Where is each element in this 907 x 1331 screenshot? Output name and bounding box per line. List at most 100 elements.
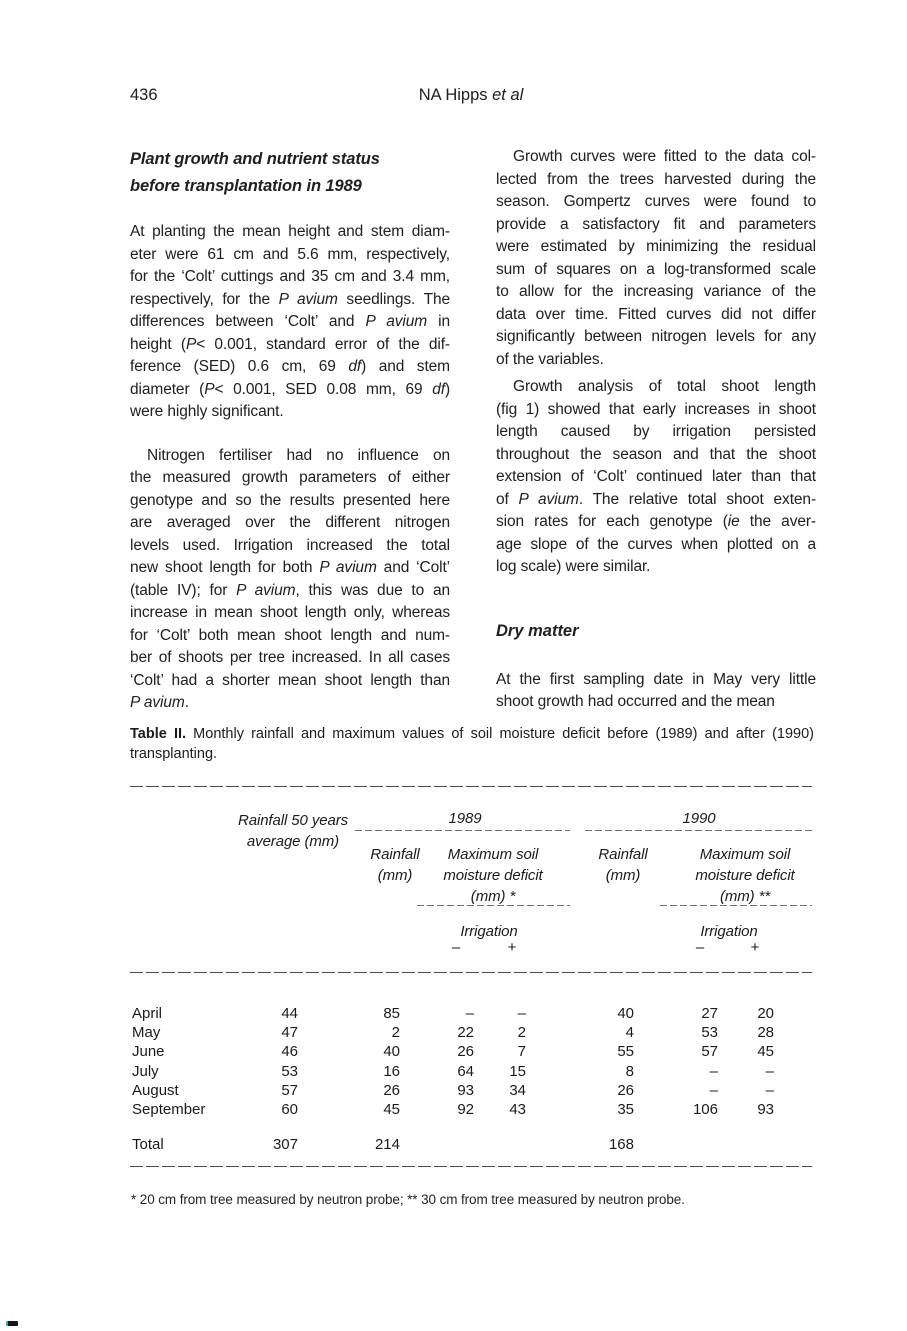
table-cell-value: 26 [383,1081,400,1099]
text-line: moisture deficit [443,867,543,884]
table-rule-under-msmd-1989 [417,905,570,906]
table-cell-value: 60 [281,1100,298,1118]
table-cell-value [726,1135,812,1154]
running-head: NA Hipps et al [418,86,524,104]
table-cell-value: 53 [281,1062,298,1080]
table-rule-under-1990 [585,830,812,831]
table-row: May 47 2 22 2 4 53 28 [130,1023,812,1042]
italic-text: ie [727,513,740,530]
italic-text: P avium [130,694,185,711]
text-line: sum of squares on a log-transformed scal… [496,260,816,278]
text-line: new shoot length for both P avium and ‘C… [130,559,451,576]
italic-text: P avium [236,581,296,599]
table-cell-month: September [132,1100,206,1118]
col-group-header-1989: 1989 [448,810,482,827]
text-line: ‘Colt’ had a shorter mean shoot length t… [130,671,450,689]
table-rule-under-1989 [355,830,570,831]
text-line: throughout the season and that the shoot [496,445,816,463]
text-line: shoot growth had occurred and the mean [496,693,775,710]
table-row: September 60 45 92 43 35 106 93 [130,1100,812,1119]
text-line: length caused by irrigation persisted [496,423,816,440]
text-line: Maximum soil [447,846,539,863]
paragraph-first-sampling: At the first sampling date in May very l… [496,669,816,714]
bold-text: Table II. [130,726,187,742]
table-cell-value [642,1135,726,1154]
text-line: for ‘Colt’ both mean shoot length and nu… [130,626,450,644]
paragraph-nitrogen-fertiliser: Nitrogen fertiliser had no influence on t… [130,445,450,715]
italic-text: et al [492,86,524,104]
col-header-irrigation-1989: Irrigation [460,923,518,940]
text-line: differences between ‘Colt’ and P avium i… [130,313,450,330]
text-line: moisture deficit [695,867,795,884]
table-cell-value: 44 [281,1005,298,1022]
text-line: season. Gompertz curves were found to [496,193,816,210]
text-line: Table II. Monthly rainfall and maximum v… [130,726,814,742]
text-line: ference (SED) 0.6 cm, 69 df) and stem [130,358,450,375]
table-cell-value: 93 [757,1100,774,1118]
page-number: 436 [130,86,158,104]
col-header-msmd-1990: Maximum soil moisture deficit (mm) ** [675,844,815,907]
table-row: June 46 40 26 7 55 57 45 [130,1042,812,1061]
text-line: log scale) were similar. [496,558,651,575]
text-line: were estimated by minimizing the residua… [496,238,816,255]
table-rule-top [130,786,812,787]
text-line: Rainfall [598,846,648,863]
table-cell-value: 92 [457,1100,474,1118]
text-line: significantly between nitrogen levels fo… [496,328,816,345]
table-cell-value: 40 [383,1043,400,1061]
table-rule-under-msmd-1990 [660,905,812,906]
text-line: age slope of the curves when plotted on … [496,535,816,553]
col-header-rainfall-1989: Rainfall (mm) [340,844,450,886]
table-cell-month: Total [132,1136,164,1154]
text-line: to allow for the increasing variance of … [496,283,816,300]
text-line: (mm) ** [719,888,771,905]
italic-text: df [348,358,362,375]
table-cell-value: 4 [625,1024,634,1042]
table-cell-value: – [465,1005,474,1022]
section-heading-dry-matter: Dry matter [496,621,579,640]
table-cell-value: 34 [509,1081,526,1099]
table-cell-month: May [132,1024,161,1042]
paragraph-planting-measurements: At planting the mean height and stem dia… [130,221,450,424]
italic-text: P [185,335,197,353]
scan-artifact [6,1321,18,1326]
table-cell-month: July [132,1062,159,1080]
table-cell-value: 8 [625,1062,634,1080]
text-line: Growth curves were fitted to the data co… [513,148,816,165]
table-rule-bottom [130,1166,812,1167]
text-line: for the ‘Colt’ cuttings and 35 cm and 3.… [130,268,450,285]
table-cell-value [480,1135,536,1154]
right-column: Growth curves were fitted to the data co… [496,146,816,714]
italic-text: df [432,380,445,398]
table-row: August 57 26 93 34 26 – – [130,1081,812,1100]
text-line: (mm) [377,867,413,884]
text-line: ber of shoots per tree increased. In all… [130,649,450,666]
col-header-irrigation-plus-1990: + [750,939,760,956]
text-line: average (mm) [246,833,340,850]
table-body: April 44 85– –40 27 20 May 47 2 22 2 4 53 28 June 46 40 2… [130,1004,812,1154]
table-cell-value [432,1135,480,1154]
text-line: Nitrogen fertiliser had no influence on [147,446,450,464]
col-group-header-1990: 1990 [682,810,716,827]
table-cell-value: 40 [617,1005,634,1022]
table-cell-value: – [765,1081,774,1099]
table-cell-value: 93 [457,1081,474,1099]
text-line: (mm) [605,867,641,884]
table-cell-value: 28 [757,1024,774,1042]
col-header-irrigation-plus-1989: + [507,939,517,956]
table-cell-value: 2 [517,1024,526,1042]
table-cell-value: 106 [692,1100,718,1118]
page-header: 436 NA Hipps et al [130,86,812,110]
table-cell-value: 7 [517,1043,526,1061]
col-header-irrigation-minus-1989: – [451,939,461,956]
table-footnote: * 20 cm from tree measured by neutron pr… [131,1192,685,1207]
table-rule-header-bottom [130,972,812,973]
text-line: sion rates for each genotype (ie the ave… [496,513,816,530]
table-cell-value: 35 [617,1100,634,1118]
table-cell-value: 26 [617,1081,634,1099]
table-cell-value: 307 [272,1136,298,1154]
table-cell-value: 15 [509,1062,526,1080]
table-cell-value: 85 [383,1005,400,1022]
text-line: increase in mean shoot length only, wher… [130,604,450,621]
text-line: (fig 1) showed that early increases in s… [496,400,816,418]
